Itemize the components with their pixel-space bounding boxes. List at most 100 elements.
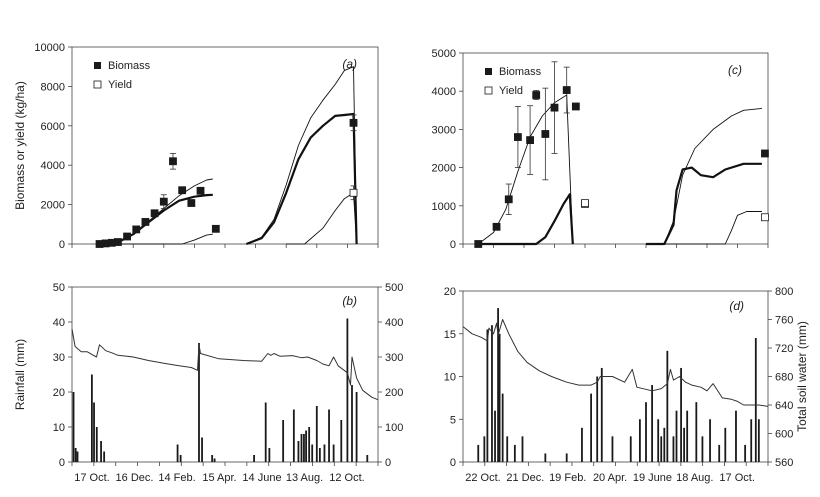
- panel-c-point-biomass-2: [504, 195, 513, 204]
- panel-d-ytick-label-3: 15: [444, 329, 456, 341]
- panel-a-legend-label-biomass: Biomass: [108, 60, 151, 72]
- panel-d-rain-bar-11: [544, 453, 547, 462]
- panel-b-rain-bar-1: [74, 448, 77, 462]
- panel-c-point-biomass-9: [571, 102, 580, 111]
- panel-d-ytick-label-0: 0: [450, 457, 456, 469]
- panel-b-rain-bar-3: [90, 374, 93, 462]
- panel-c-legend-marker-biomass: [485, 68, 492, 75]
- panel-b-rain-bar-23: [308, 427, 311, 462]
- panel-b-rain-bar-24: [311, 444, 314, 462]
- panel-c-ytick-label-4: 4000: [432, 86, 456, 98]
- panel-b-rain-bar-21: [303, 434, 305, 462]
- panel-d-rain-bar-7: [501, 393, 504, 462]
- panel-d-rain-bar-21: [651, 385, 653, 462]
- panel-a-point-biomass-7: [150, 209, 159, 218]
- panel-d-rain-bar-31: [695, 402, 698, 462]
- panel-c-ytick-label-5: 5000: [432, 48, 456, 60]
- panel-c-point-biomass-5: [532, 91, 541, 99]
- panel-a-point-biomass-4: [123, 232, 131, 241]
- panel-b-rain-bar-13: [213, 458, 216, 462]
- panel-c-panel-label: (c): [728, 63, 742, 77]
- panel-b-ylabel: Rainfall (mm): [13, 339, 27, 410]
- panel-c-point-biomass-4: [526, 136, 534, 144]
- panel-c-legend-label-biomass: Biomass: [499, 66, 542, 78]
- panel-c-ytick-label-1: 1000: [432, 201, 456, 213]
- panel-d-y2tick-label-4: 720: [775, 343, 793, 355]
- panel-c-point-biomass-3: [514, 133, 522, 141]
- panel-c-point-biomass-1: [492, 222, 501, 231]
- panel-c-frame: [462, 52, 769, 245]
- panel-b-rain-bar-32: [351, 385, 353, 462]
- panel-b-rain-bar-15: [264, 402, 267, 462]
- panel-d-rain-bar-1: [483, 436, 486, 462]
- panel-d-rain-bar-34: [718, 444, 721, 462]
- panel-d-soil-water-line: [462, 319, 769, 407]
- panel-b-rain-bar-33: [355, 392, 358, 462]
- panel-b-rain-bar-9: [179, 455, 182, 462]
- panel-b-y2tick-label-4: 400: [385, 317, 403, 329]
- panel-b-y2tick-label-1: 100: [385, 422, 403, 434]
- panel-b-rain-bar-29: [332, 444, 335, 462]
- panel-a-series-line-3: [99, 66, 358, 245]
- panel-d-rain-bar-33: [709, 419, 711, 462]
- panel-c-ytick-label-0: 0: [450, 239, 456, 251]
- panel-d-rain-bar-23: [660, 436, 663, 462]
- panel-d-frame: [462, 290, 769, 463]
- panel-b-ytick-label-4: 40: [53, 317, 65, 329]
- panel-b-y2tick-label-5: 500: [385, 282, 403, 294]
- panel-d-xtick-label-0: 22 Oct.: [465, 472, 500, 484]
- panel-d-rain-bar-27: [675, 410, 678, 462]
- panel-d-rain-bar-25: [666, 350, 669, 462]
- panel-d-rain-bar-38: [750, 419, 753, 462]
- panel-a-ytick-label-1: 2000: [41, 200, 65, 212]
- panel-a-point-biomass-13: [211, 224, 220, 233]
- panel-d-y2label: Total soil water (mm): [795, 321, 809, 432]
- panel-a-legend-marker-yield: [93, 80, 102, 89]
- panel-a-point-biomass-9: [169, 157, 177, 166]
- panel-a-series-line-2: [99, 112, 358, 246]
- panel-b-rain-bar-27: [323, 444, 326, 462]
- panel-a-point-biomass-10: [178, 186, 187, 195]
- panel-b-rain-bar-0: [72, 392, 75, 462]
- panel-b-xtick-label-2: 14 Feb.: [158, 472, 195, 484]
- panel-b-y2tick-label-3: 300: [385, 352, 403, 364]
- panel-a-point-biomass-3: [114, 238, 122, 246]
- panel-c-point-biomass-0: [474, 240, 483, 248]
- panel-c-point-biomass-11: [761, 149, 769, 158]
- panel-d-ytick-label-4: 20: [444, 286, 456, 298]
- panel-d-y2tick-label-0: 560: [775, 457, 793, 469]
- panel-d-rain-bar-36: [735, 410, 737, 462]
- panel-d-rain-bar-20: [645, 402, 647, 462]
- panel-d-y2tick-label-2: 640: [775, 400, 793, 412]
- panel-d-ytick-label-2: 10: [444, 372, 456, 384]
- panel-d-xtick-label-6: 17 Oct.: [719, 472, 754, 484]
- panel-b-rain-bar-30: [340, 420, 343, 462]
- panel-b-rain-bar-14: [253, 455, 255, 462]
- panel-c-point-biomass-8: [562, 86, 571, 94]
- panel-d-rain-bar-2: [486, 329, 489, 462]
- panel-b-rain-bar-31: [346, 318, 349, 462]
- panel-b-rain-bar-4: [93, 402, 95, 462]
- panel-d-y2tick-label-1: 600: [775, 429, 793, 441]
- panel-a-point-biomass-14: [349, 118, 358, 127]
- panel-a-panel-label: (a): [342, 57, 357, 71]
- panel-d-ytick-label-1: 5: [450, 414, 456, 426]
- panel-a-ylabel: Biomass or yield (kg/ha): [13, 81, 27, 210]
- panel-d-rain-bar-19: [639, 419, 641, 462]
- panel-b-rain-bar-17: [282, 420, 285, 462]
- panel-b-rain-bar-12: [211, 455, 214, 462]
- panel-b-xtick-label-0: 17 Oct.: [74, 472, 109, 484]
- panel-c-chart: 0 1000 2000 3000 4000 5000 (c) Biomass Yield: [432, 48, 769, 251]
- panel-b-xtick-label-1: 16 Dec.: [116, 472, 154, 484]
- panel-b-rain-bar-2: [76, 451, 79, 462]
- panel-d-rain-bar-26: [672, 436, 675, 462]
- panel-d-rain-bar-5: [497, 308, 499, 462]
- panel-d-xtick-label-4: 19 June: [633, 472, 672, 484]
- panel-c-series-line-3: [478, 94, 762, 245]
- panel-d-rain-bar-22: [657, 419, 660, 462]
- panel-b-rain-bar-28: [328, 409, 330, 462]
- panel-d-rain-bar-32: [701, 436, 704, 462]
- panel-b-ytick-label-1: 10: [53, 422, 65, 434]
- panel-a-ytick-label-4: 8000: [41, 81, 65, 93]
